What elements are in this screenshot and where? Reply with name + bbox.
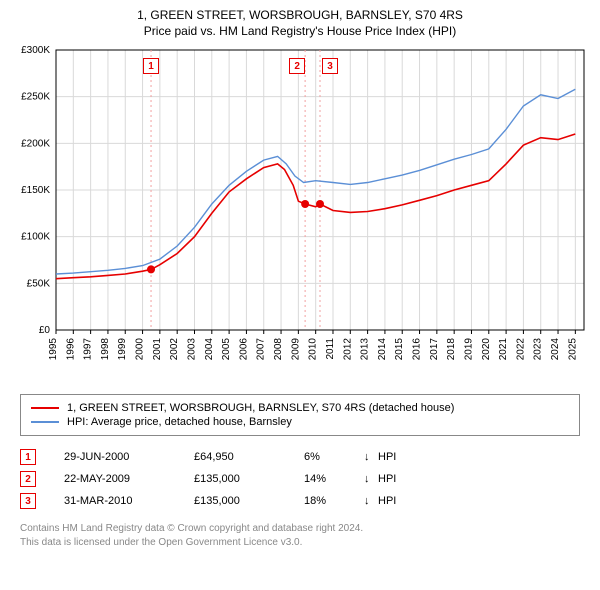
svg-text:£100K: £100K <box>21 232 50 243</box>
svg-text:£150K: £150K <box>21 185 50 196</box>
sale-vs-hpi: HPI <box>378 451 396 463</box>
legend-swatch <box>31 421 59 423</box>
sales-table: 1 29-JUN-2000 £64,950 6% ↓ HPI 2 22-MAY-… <box>20 446 580 512</box>
sale-vs-hpi: HPI <box>378 495 396 507</box>
svg-text:£250K: £250K <box>21 92 50 103</box>
svg-text:2009: 2009 <box>290 338 301 361</box>
sale-badge: 2 <box>20 471 36 487</box>
chart-sale-badge: 1 <box>143 58 159 74</box>
svg-text:2013: 2013 <box>360 338 371 361</box>
svg-text:1995: 1995 <box>48 338 59 361</box>
svg-text:2003: 2003 <box>186 338 197 361</box>
svg-text:2022: 2022 <box>515 338 526 361</box>
legend-item: 1, GREEN STREET, WORSBROUGH, BARNSLEY, S… <box>31 401 569 415</box>
svg-text:1998: 1998 <box>100 338 111 361</box>
title-block: 1, GREEN STREET, WORSBROUGH, BARNSLEY, S… <box>10 8 590 38</box>
svg-text:2024: 2024 <box>550 338 561 361</box>
svg-text:2000: 2000 <box>135 338 146 361</box>
down-arrow-icon: ↓ <box>364 495 378 507</box>
chart-container: 1, GREEN STREET, WORSBROUGH, BARNSLEY, S… <box>0 0 600 559</box>
svg-text:2016: 2016 <box>412 338 423 361</box>
svg-text:2005: 2005 <box>221 338 232 361</box>
sale-date: 29-JUN-2000 <box>64 451 194 463</box>
svg-text:2004: 2004 <box>204 338 215 361</box>
down-arrow-icon: ↓ <box>364 451 378 463</box>
legend-item: HPI: Average price, detached house, Barn… <box>31 415 569 429</box>
down-arrow-icon: ↓ <box>364 473 378 485</box>
sale-pct: 6% <box>304 451 364 463</box>
svg-text:2012: 2012 <box>342 338 353 361</box>
svg-text:2014: 2014 <box>377 338 388 361</box>
footer-line2: This data is licensed under the Open Gov… <box>20 536 590 550</box>
footer: Contains HM Land Registry data © Crown c… <box>20 522 590 549</box>
svg-text:2002: 2002 <box>169 338 180 361</box>
sale-vs-hpi: HPI <box>378 473 396 485</box>
sale-price: £135,000 <box>194 473 304 485</box>
svg-text:£0: £0 <box>39 325 51 336</box>
title-line1: 1, GREEN STREET, WORSBROUGH, BARNSLEY, S… <box>10 8 590 22</box>
svg-text:2018: 2018 <box>446 338 457 361</box>
sale-price: £64,950 <box>194 451 304 463</box>
svg-text:2019: 2019 <box>463 338 474 361</box>
svg-text:1999: 1999 <box>117 338 128 361</box>
legend-label: HPI: Average price, detached house, Barn… <box>67 416 292 428</box>
legend: 1, GREEN STREET, WORSBROUGH, BARNSLEY, S… <box>20 394 580 436</box>
sale-date: 31-MAR-2010 <box>64 495 194 507</box>
sale-date: 22-MAY-2009 <box>64 473 194 485</box>
svg-text:£200K: £200K <box>21 138 50 149</box>
sale-badge: 1 <box>20 449 36 465</box>
svg-text:2006: 2006 <box>238 338 249 361</box>
svg-text:2011: 2011 <box>325 338 336 360</box>
chart-svg: £0 £50K £100K £150K £200K £250K £300K 1995 1996 1… <box>10 44 590 384</box>
legend-swatch <box>31 407 59 409</box>
svg-text:1996: 1996 <box>65 338 76 361</box>
sale-price: £135,000 <box>194 495 304 507</box>
svg-text:2015: 2015 <box>394 338 405 361</box>
svg-text:2017: 2017 <box>429 338 440 361</box>
title-line2: Price paid vs. HM Land Registry's House … <box>10 24 590 38</box>
legend-label: 1, GREEN STREET, WORSBROUGH, BARNSLEY, S… <box>67 402 454 414</box>
footer-line1: Contains HM Land Registry data © Crown c… <box>20 522 590 536</box>
svg-text:1997: 1997 <box>83 338 94 361</box>
chart-sale-badge: 3 <box>322 58 338 74</box>
svg-text:2010: 2010 <box>308 338 319 361</box>
svg-text:2023: 2023 <box>533 338 544 361</box>
sale-pct: 14% <box>304 473 364 485</box>
sale-row: 3 31-MAR-2010 £135,000 18% ↓ HPI <box>20 490 580 512</box>
sale-badge: 3 <box>20 493 36 509</box>
svg-text:2007: 2007 <box>256 338 267 361</box>
sale-row: 1 29-JUN-2000 £64,950 6% ↓ HPI <box>20 446 580 468</box>
chart: £0 £50K £100K £150K £200K £250K £300K 1995 1996 1… <box>10 44 590 384</box>
svg-text:2001: 2001 <box>152 338 163 361</box>
svg-text:£50K: £50K <box>27 278 51 289</box>
sale-row: 2 22-MAY-2009 £135,000 14% ↓ HPI <box>20 468 580 490</box>
svg-text:£300K: £300K <box>21 45 50 56</box>
svg-text:2021: 2021 <box>498 338 509 361</box>
svg-text:2020: 2020 <box>481 338 492 361</box>
chart-sale-badge: 2 <box>289 58 305 74</box>
svg-text:2025: 2025 <box>567 338 578 361</box>
svg-text:2008: 2008 <box>273 338 284 361</box>
sale-pct: 18% <box>304 495 364 507</box>
